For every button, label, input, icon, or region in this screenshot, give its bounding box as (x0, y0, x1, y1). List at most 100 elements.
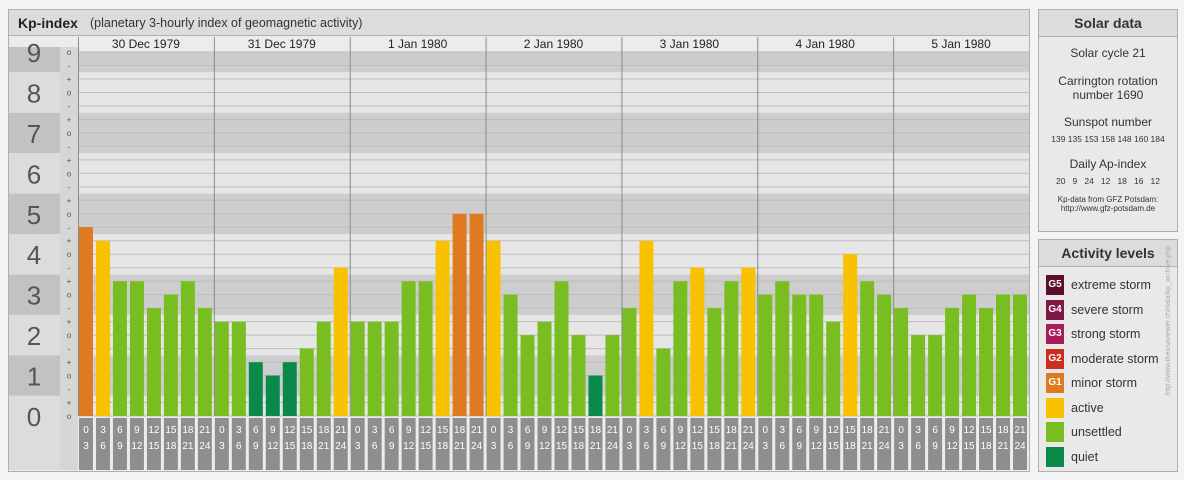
hour-box (656, 418, 671, 470)
hour-start-label: 3 (236, 425, 242, 436)
hour-start-label: 6 (796, 425, 802, 436)
legend-item: G5 extreme storm (1046, 275, 1151, 295)
minor-tick-label: - (68, 61, 71, 70)
hour-start-label: 9 (678, 425, 684, 436)
minor-tick-label: + (67, 196, 72, 205)
kp-bar (996, 294, 1011, 416)
kp-bar (1013, 294, 1027, 416)
hour-end-label: 21 (454, 441, 466, 452)
hour-box (401, 418, 416, 470)
hour-box (520, 418, 535, 470)
minor-tick-label: - (68, 183, 71, 192)
hour-end-label: 18 (573, 441, 585, 452)
hour-box (826, 418, 841, 470)
minor-tick-label: + (67, 318, 72, 327)
hour-box (95, 418, 110, 470)
kp-bar (231, 321, 246, 416)
hour-box (979, 418, 994, 470)
hour-end-label: 12 (403, 441, 415, 452)
day-label: 1 Jan 1980 (388, 37, 448, 51)
hour-start-label: 9 (270, 425, 276, 436)
minor-tick-label: + (67, 156, 72, 165)
hour-box (469, 418, 484, 470)
hour-end-label: 3 (491, 441, 497, 452)
kp-bar (435, 240, 450, 416)
minor-tick-label: + (67, 277, 72, 286)
minor-tick-label: - (68, 304, 71, 313)
hour-start-label: 21 (607, 425, 619, 436)
y-tick-label: 2 (27, 321, 41, 351)
legend-swatch: G2 (1046, 348, 1064, 369)
hour-box (894, 418, 909, 470)
kp-bar (248, 362, 263, 416)
hour-start-label: 0 (491, 425, 497, 436)
hour-end-label: 6 (779, 441, 785, 452)
minor-tick-label: o (67, 291, 72, 300)
hour-box (112, 418, 127, 470)
hour-end-label: 12 (947, 441, 959, 452)
minor-tick-label: + (67, 75, 72, 84)
kp-bar (537, 321, 552, 416)
kp-bar (384, 321, 399, 416)
carrington-line1: Carrington rotation (1058, 74, 1158, 88)
hour-start-label: 15 (709, 425, 721, 436)
minor-tick-label: o (67, 88, 72, 97)
hour-start-label: 12 (420, 425, 432, 436)
legend-label: moderate storm (1071, 351, 1159, 366)
minor-tick-label: o (67, 48, 72, 57)
y-level-band (9, 314, 60, 356)
minor-tick-label: + (67, 237, 72, 246)
hour-end-label: 9 (661, 441, 667, 452)
hour-end-label: 24 (607, 441, 619, 452)
hour-start-label: 0 (355, 425, 361, 436)
hour-start-label: 3 (915, 425, 921, 436)
hour-start-label: 18 (454, 425, 466, 436)
hour-end-label: 3 (219, 441, 225, 452)
hour-box (214, 418, 229, 470)
kp-bar (401, 281, 416, 416)
hour-start-label: 12 (556, 425, 568, 436)
source-line2[interactable]: http://www.gfz-potsdam.de (1060, 204, 1156, 213)
hour-end-label: 9 (117, 441, 123, 452)
hour-start-label: 15 (573, 425, 585, 436)
hour-box (537, 418, 552, 470)
hour-end-label: 12 (267, 441, 279, 452)
kp-bar (282, 362, 297, 416)
hour-start-label: 18 (997, 425, 1009, 436)
plot-band (78, 395, 1029, 416)
hour-start-label: 15 (437, 425, 449, 436)
kp-bar (333, 267, 348, 416)
hour-start-label: 21 (1014, 425, 1026, 436)
hour-box (707, 418, 722, 470)
legend-label: minor storm (1071, 376, 1137, 390)
minor-tick-label: - (68, 223, 71, 232)
hour-end-label: 24 (199, 441, 211, 452)
hour-box (418, 418, 433, 470)
kp-bar (911, 335, 926, 416)
y-level-band (9, 153, 60, 194)
hour-box (503, 418, 518, 470)
hour-box (384, 418, 399, 470)
minor-tick-label: o (67, 250, 72, 259)
hour-end-label: 18 (437, 441, 449, 452)
source-line1: Kp-data from GFZ Potsdam: (1057, 195, 1159, 204)
hour-box (588, 418, 603, 470)
hour-start-label: 3 (644, 425, 650, 436)
minor-tick-label: o (67, 331, 72, 340)
legend-item: G3 strong storm (1046, 324, 1140, 344)
kp-bar (79, 227, 93, 416)
hour-box (79, 418, 93, 470)
hour-end-label: 24 (743, 441, 755, 452)
kp-bar (486, 240, 501, 416)
hour-start-label: 15 (301, 425, 313, 436)
y-tick-label: 7 (27, 119, 41, 149)
kp-bar (367, 321, 382, 416)
hour-end-label: 18 (301, 441, 313, 452)
hour-box (452, 418, 467, 470)
hour-box (299, 418, 314, 470)
kp-bar (214, 321, 229, 416)
hour-end-label: 15 (148, 441, 160, 452)
kp-bar (265, 375, 280, 416)
hour-end-label: 18 (709, 441, 721, 452)
hour-start-label: 21 (743, 425, 755, 436)
